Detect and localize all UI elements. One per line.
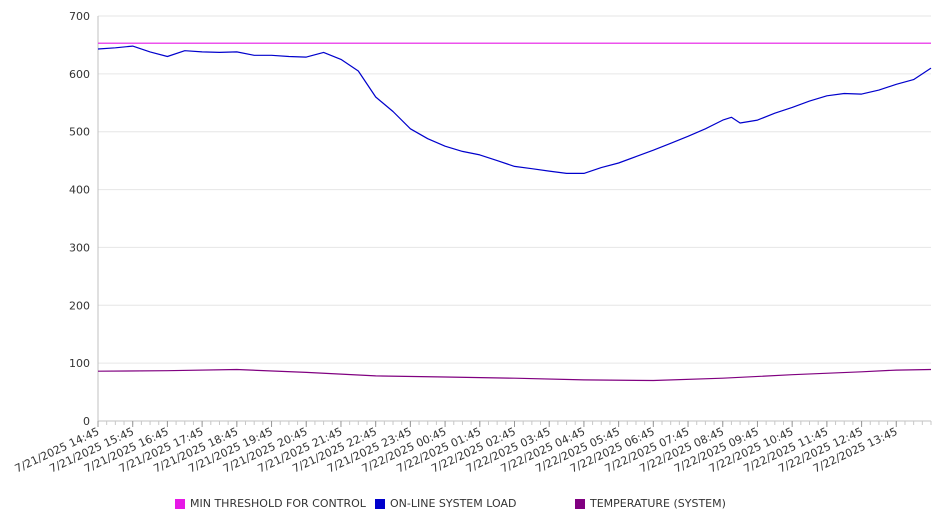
legend-swatch-threshold: [175, 498, 185, 509]
legend-item-system-load[interactable]: ON-LINE SYSTEM LOAD: [375, 497, 516, 510]
y-tick-label: 700: [69, 10, 90, 23]
series-line-on-line-system-load: [97, 45, 932, 174]
axes: [97, 16, 932, 427]
series-lines: [97, 42, 932, 382]
y-tick-label: 300: [69, 241, 90, 254]
y-tick-label: 600: [69, 68, 90, 81]
legend-item-temperature[interactable]: TEMPERATURE (SYSTEM): [575, 497, 726, 510]
y-tick-label: 400: [69, 184, 90, 197]
legend-swatch-temperature: [575, 498, 585, 509]
y-tick-label: 200: [69, 299, 90, 312]
grid-lines: [98, 15, 931, 422]
y-tick-labels: 0 100 200 300 400 500 600 700: [69, 10, 90, 428]
legend-swatch-system-load: [375, 498, 385, 509]
series-line-temperature-system: [97, 368, 932, 382]
x-tick-labels: 7/21/2025 14:457/21/2025 15:457/21/2025 …: [13, 425, 900, 475]
y-tick-label: 500: [69, 126, 90, 139]
y-tick-label: 0: [83, 415, 90, 428]
legend-label-temperature: TEMPERATURE (SYSTEM): [590, 497, 726, 510]
legend-item-threshold[interactable]: MIN THRESHOLD FOR CONTROL: [175, 497, 366, 510]
legend-label-threshold: MIN THRESHOLD FOR CONTROL: [190, 497, 366, 510]
legend: MIN THRESHOLD FOR CONTROL ON-LINE SYSTEM…: [0, 497, 946, 515]
y-tick-label: 100: [69, 357, 90, 370]
legend-label-system-load: ON-LINE SYSTEM LOAD: [390, 497, 517, 510]
